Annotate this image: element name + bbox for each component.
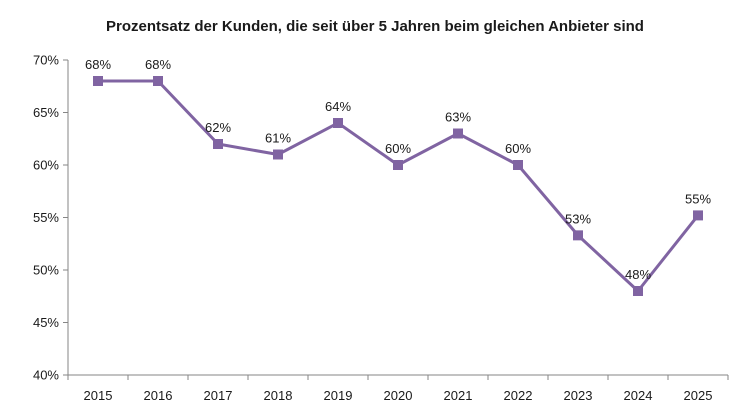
y-tick-label: 45%: [33, 315, 59, 330]
data-label: 61%: [265, 131, 291, 146]
data-label: 53%: [565, 211, 591, 226]
x-tick-label: 2022: [504, 388, 533, 403]
data-point-marker: [93, 76, 103, 86]
data-label: 68%: [145, 57, 171, 72]
data-point-marker: [333, 118, 343, 128]
series-line: [98, 79, 700, 293]
x-axis-ticks: 2015 2016 2017 2018 2019 2020 2021 2022 2023 2024…: [67, 375, 729, 403]
x-tick-label: 2019: [324, 388, 353, 403]
x-tick-label: 2021: [444, 388, 473, 403]
y-tick-label: 50%: [33, 263, 59, 278]
data-label: 60%: [505, 141, 531, 156]
data-label: 63%: [445, 110, 471, 125]
x-tick-label: 2023: [564, 388, 593, 403]
data-label: 62%: [205, 120, 231, 135]
data-point-marker: [393, 160, 403, 170]
y-tick-label: 55%: [33, 210, 59, 225]
x-tick-label: 2024: [624, 388, 653, 403]
data-label: 55%: [685, 191, 711, 206]
series-group: 68% 68% 62% 61% 64% 60% 63% 60% 53% 48% 55%: [85, 57, 711, 296]
data-point-marker: [213, 139, 223, 149]
x-tick-label: 2016: [144, 388, 173, 403]
data-label: 60%: [385, 141, 411, 156]
y-axis-ticks: 40% 45% 50% 55% 60% 65% 70%: [33, 53, 68, 383]
data-point-marker: [573, 230, 583, 241]
data-point-marker: [693, 210, 703, 221]
chart-title: Prozentsatz der Kunden, die seit über 5 …: [106, 18, 644, 35]
y-tick-label: 40%: [33, 368, 59, 383]
data-point-marker: [273, 149, 283, 160]
x-tick-label: 2017: [204, 388, 233, 403]
y-tick-label: 60%: [33, 158, 59, 173]
data-point-marker: [513, 160, 523, 170]
y-tick-label: 70%: [33, 53, 59, 68]
x-tick-label: 2020: [384, 388, 413, 403]
data-point-marker: [633, 286, 643, 296]
y-tick-label: 65%: [33, 105, 59, 120]
data-point-marker: [153, 76, 163, 86]
x-tick-label: 2025: [684, 388, 713, 403]
axes: [67, 60, 728, 376]
data-label: 48%: [625, 267, 651, 282]
x-tick-label: 2018: [264, 388, 293, 403]
data-label: 64%: [325, 99, 351, 114]
data-label: 68%: [85, 57, 111, 72]
x-tick-label: 2015: [84, 388, 113, 403]
data-point-marker: [453, 128, 463, 139]
